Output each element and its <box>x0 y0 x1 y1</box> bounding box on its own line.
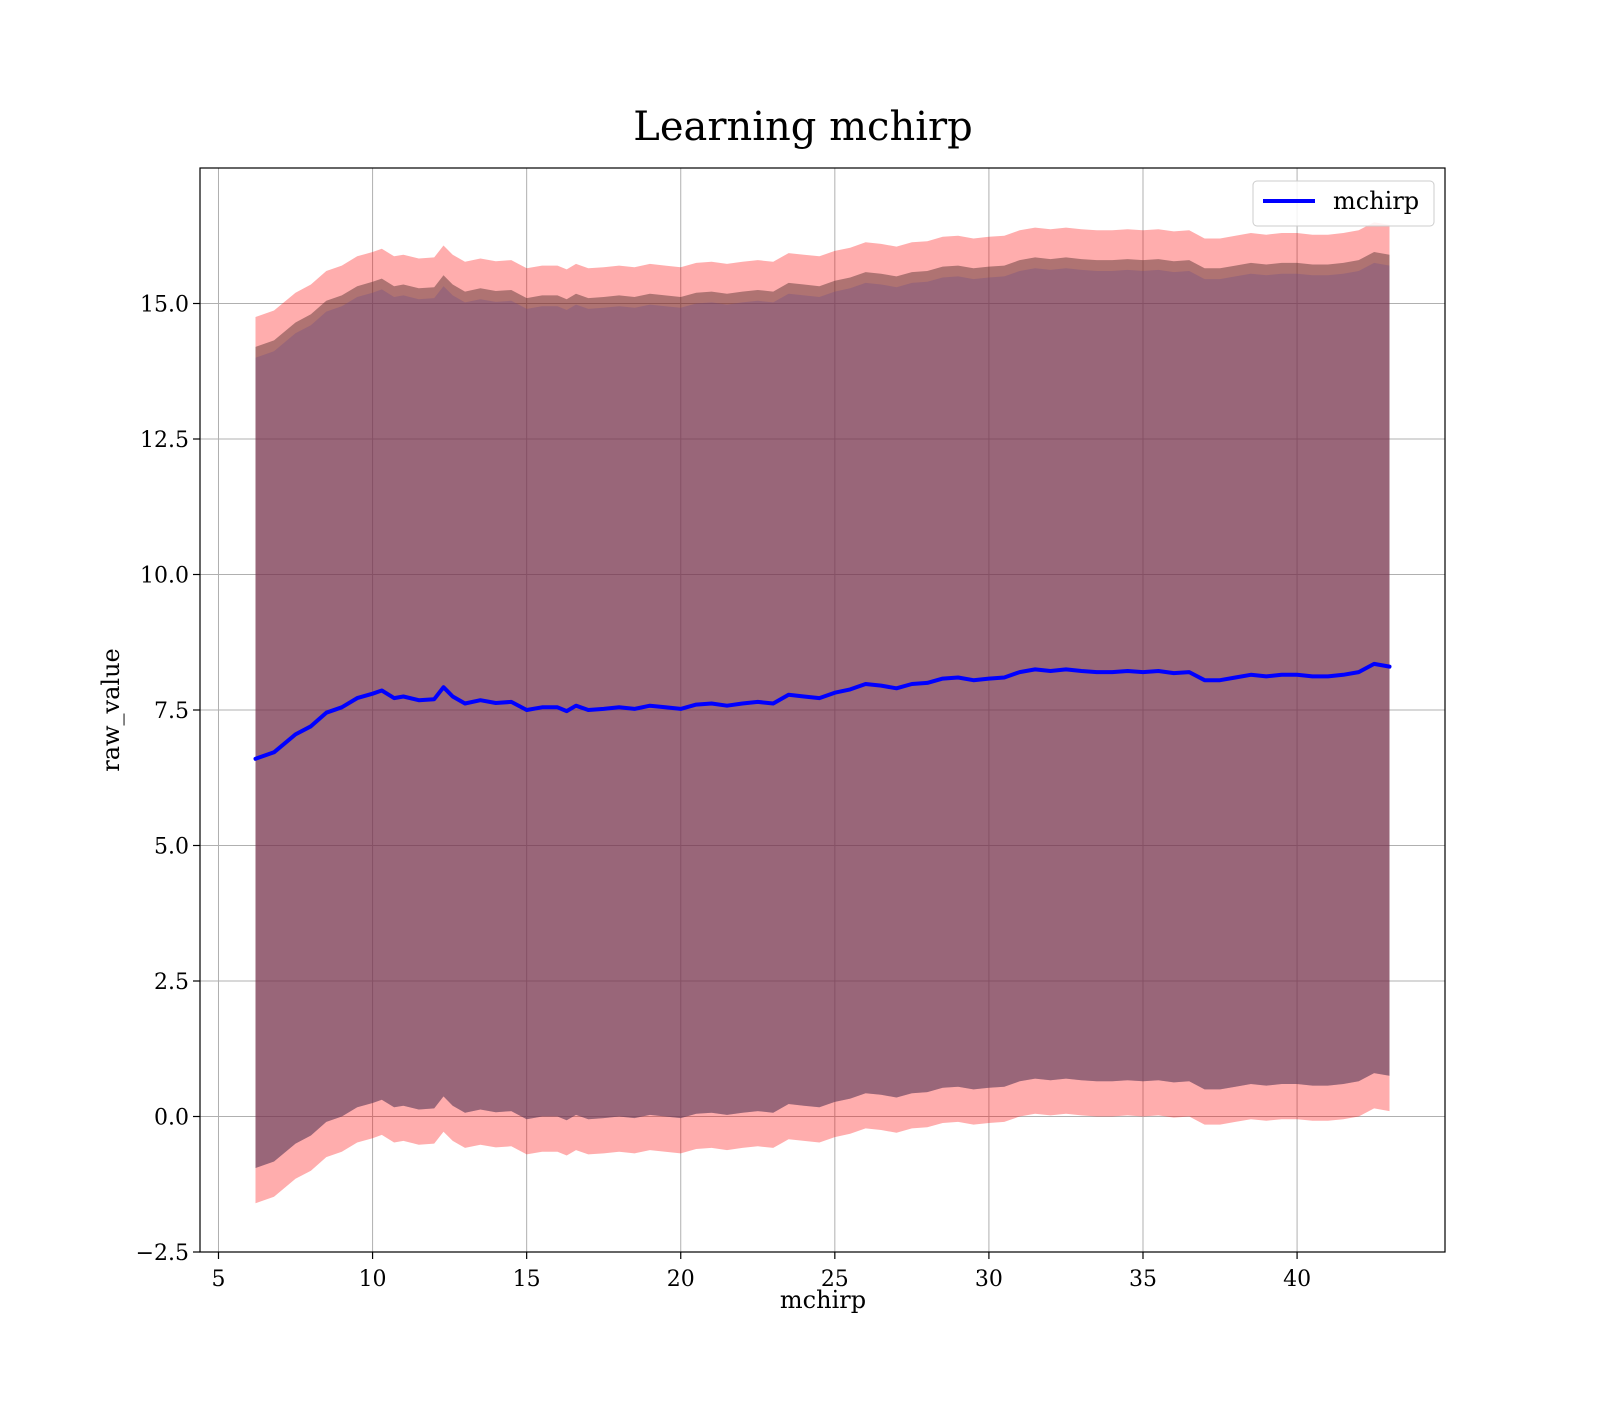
y-tick-label: 15.0 <box>140 293 189 318</box>
x-tick-label: 25 <box>821 1267 849 1292</box>
x-axis-ticks: 5 10 15 20 25 30 35 40 <box>211 1252 1311 1292</box>
y-tick-label: 10.0 <box>140 564 189 589</box>
y-tick-label: 0.0 <box>154 1106 189 1131</box>
y-axis-label: raw_value <box>97 648 125 772</box>
x-tick-label: 10 <box>359 1267 387 1292</box>
x-tick-label: 20 <box>667 1267 695 1292</box>
series-line-0 <box>253 661 1392 761</box>
legend: mchirp <box>1252 180 1435 227</box>
y-tick-label: 2.5 <box>154 970 189 995</box>
y-tick-label: 12.5 <box>140 428 189 453</box>
x-tick-label: 35 <box>1129 1267 1157 1292</box>
x-tick-label: 30 <box>975 1267 1003 1292</box>
series-lines <box>253 661 1392 761</box>
band-1 <box>255 252 1390 1168</box>
y-tick-label: 7.5 <box>154 699 189 724</box>
x-axis-label: mchirp <box>780 1286 866 1314</box>
y-tick-label: −2.5 <box>136 1241 189 1266</box>
band-0 <box>255 222 1390 1204</box>
x-tick-label: 15 <box>513 1267 541 1292</box>
y-axis-ticks: −2.5 0.0 2.5 5.0 7.5 10.0 12.5 15.0 <box>136 293 200 1266</box>
x-tick-label: 40 <box>1283 1267 1311 1292</box>
band-2 <box>255 262 1390 1168</box>
y-tick-label: 5.0 <box>154 835 189 860</box>
chart-title: Learning mchirp <box>633 104 972 150</box>
legend-label-mchirp: mchirp <box>1333 187 1419 215</box>
legend-box <box>1252 180 1435 227</box>
confidence-bands <box>255 222 1390 1204</box>
x-tick-label: 5 <box>211 1267 225 1292</box>
